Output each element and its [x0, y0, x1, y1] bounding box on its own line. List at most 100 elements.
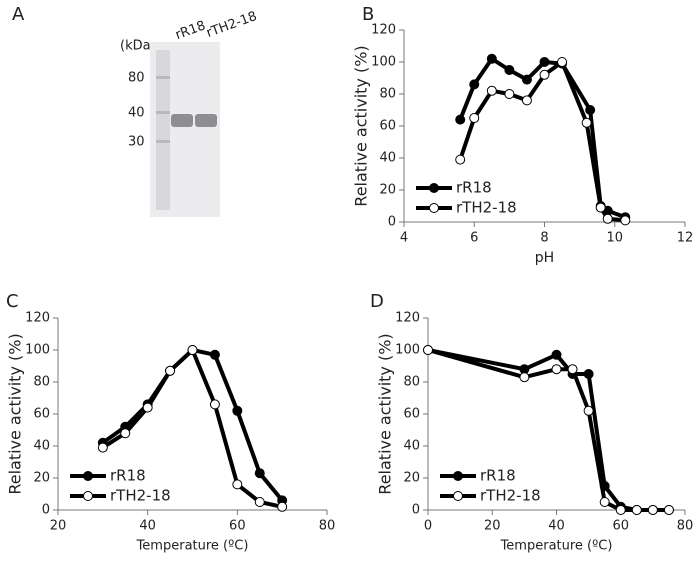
panel-label: C — [6, 291, 19, 312]
data-point — [615, 505, 626, 515]
data-point — [631, 505, 642, 515]
data-point — [142, 402, 153, 413]
marker-lane — [156, 50, 170, 210]
protein-band — [171, 114, 193, 127]
data-point — [254, 497, 265, 507]
data-point — [539, 57, 550, 67]
x-axis-label: pH — [535, 250, 554, 266]
y-tick-label: 0 — [388, 215, 396, 230]
data-point — [232, 405, 243, 416]
y-tick-label: 100 — [395, 343, 420, 358]
x-tick-label: 60 — [612, 519, 629, 534]
y-tick-label: 80 — [379, 87, 396, 102]
x-tick-label: 10 — [606, 231, 623, 246]
data-point — [595, 202, 606, 213]
y-tick-label: 120 — [395, 311, 420, 326]
y-tick-label: 0 — [412, 503, 420, 518]
data-point — [486, 53, 497, 64]
data-point — [647, 505, 658, 515]
data-point — [620, 215, 631, 226]
x-tick-label: 6 — [470, 231, 478, 246]
data-point — [583, 369, 594, 379]
data-point — [519, 372, 530, 383]
legend-marker — [83, 491, 93, 501]
panel-label: B — [362, 4, 374, 25]
y-tick-label: 100 — [25, 343, 50, 358]
series-line — [427, 348, 669, 512]
legend-label: rTH2-18 — [110, 487, 171, 505]
data-point — [602, 213, 613, 224]
y-tick-label: 80 — [33, 375, 50, 390]
marker-label: 40 — [128, 106, 145, 121]
data-point — [423, 345, 433, 355]
x-tick-label: 80 — [677, 519, 694, 534]
protein-band — [195, 114, 217, 127]
y-tick-label: 20 — [403, 471, 420, 486]
panel-label: D — [370, 291, 384, 312]
data-point — [581, 117, 592, 128]
lane-label: rTH2-18 — [204, 9, 259, 41]
x-tick-label: 8 — [540, 231, 548, 246]
legend-label: rTH2-18 — [456, 199, 517, 217]
data-point — [583, 405, 594, 416]
data-point — [585, 105, 596, 115]
y-tick-label: 80 — [403, 375, 420, 390]
data-point — [567, 364, 578, 375]
marker-label: 30 — [128, 135, 145, 150]
series-line — [427, 348, 669, 512]
data-point — [486, 85, 497, 96]
legend-marker — [83, 471, 93, 481]
legend-marker — [429, 183, 439, 193]
x-axis-label: Temperature (ºC) — [500, 539, 613, 554]
x-tick-label: 40 — [548, 519, 565, 534]
y-tick-label: 20 — [33, 471, 50, 486]
x-tick-label: 80 — [319, 519, 336, 534]
marker-band — [156, 76, 170, 79]
data-point — [599, 481, 610, 491]
data-point — [209, 399, 220, 410]
x-axis-label: Temperature (ºC) — [136, 539, 249, 554]
data-point — [254, 468, 265, 479]
data-point — [551, 349, 562, 360]
data-point — [97, 442, 108, 453]
x-tick-label: 40 — [139, 519, 156, 534]
data-point — [165, 365, 176, 376]
data-point — [504, 65, 515, 75]
legend-label: rR18 — [110, 467, 146, 485]
data-point — [455, 114, 466, 125]
y-tick-label: 40 — [379, 151, 396, 166]
legend-label: rR18 — [456, 179, 492, 197]
legend-marker — [453, 471, 463, 481]
x-tick-label: 12 — [677, 231, 694, 246]
y-tick-label: 120 — [25, 311, 50, 326]
panel-label: A — [12, 4, 25, 25]
marker-band — [156, 140, 170, 143]
data-point — [551, 364, 562, 375]
unit-label: (kDa — [120, 39, 151, 54]
legend-label: rR18 — [480, 467, 516, 485]
data-point — [277, 501, 288, 512]
y-tick-label: 40 — [33, 439, 50, 454]
legend-marker — [453, 491, 463, 501]
x-tick-label: 0 — [424, 519, 432, 534]
gel-panel: A (kDa 80 40 30 rR18 rTH2-18 — [12, 4, 259, 217]
data-point — [599, 497, 610, 507]
data-point — [521, 74, 532, 85]
y-axis-label: Relative activity (%) — [352, 45, 371, 206]
x-tick-label: 60 — [229, 519, 246, 534]
data-point — [557, 57, 568, 67]
data-point — [187, 345, 198, 355]
y-tick-label: 120 — [371, 23, 396, 38]
data-point — [521, 95, 532, 106]
data-point — [209, 349, 220, 360]
y-tick-label: 40 — [403, 439, 420, 454]
legend-marker — [429, 203, 439, 213]
x-tick-label: 20 — [50, 519, 67, 534]
y-tick-label: 100 — [371, 55, 396, 70]
y-tick-label: 0 — [42, 503, 50, 518]
y-axis-label: Relative activity (%) — [6, 333, 25, 494]
data-point — [469, 113, 480, 123]
marker-band — [156, 111, 170, 114]
y-tick-label: 60 — [403, 407, 420, 422]
lane-label: rR18 — [173, 18, 207, 43]
